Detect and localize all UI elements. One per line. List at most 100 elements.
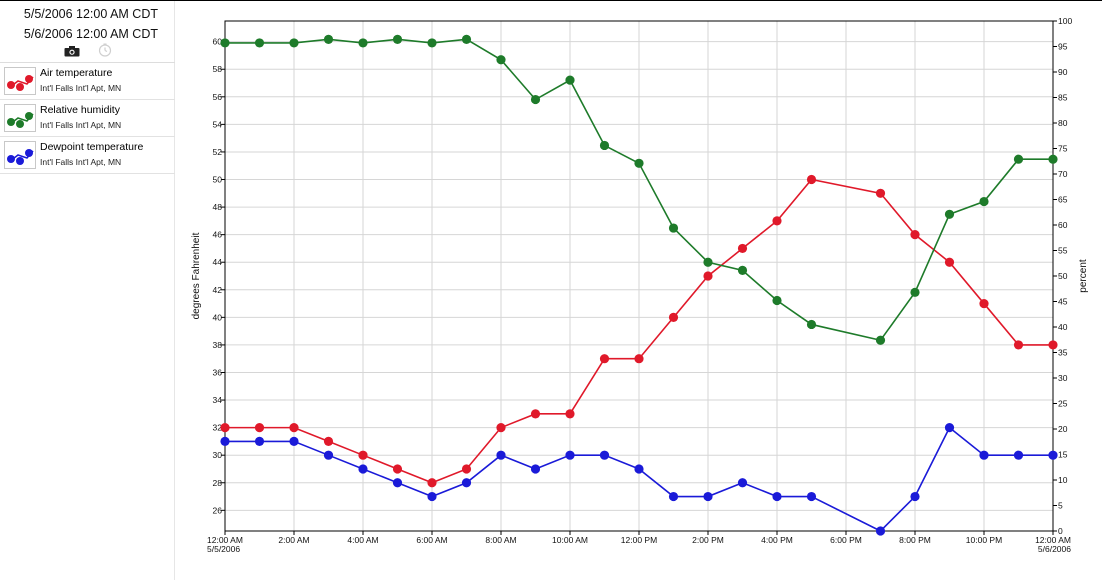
data-point[interactable] — [599, 354, 610, 364]
data-point[interactable] — [806, 174, 817, 185]
data-point[interactable] — [254, 423, 265, 433]
data-point[interactable] — [530, 94, 541, 105]
y-tick-label: 38 — [213, 340, 223, 350]
data-point[interactable] — [979, 196, 989, 207]
data-point[interactable] — [289, 436, 299, 447]
data-point[interactable] — [289, 38, 299, 48]
data-point[interactable] — [1013, 450, 1024, 460]
data-point[interactable] — [910, 230, 920, 240]
legend-item-dewpoint-temperature[interactable]: Dewpoint temperature Int'l Falls Int'l A… — [0, 137, 175, 174]
y2-tick-label: 65 — [1058, 195, 1068, 205]
data-point[interactable] — [772, 216, 782, 226]
y2-tick-label: 15 — [1058, 450, 1068, 460]
data-point[interactable] — [1048, 450, 1058, 460]
data-point[interactable] — [565, 450, 575, 460]
data-point[interactable] — [772, 491, 782, 502]
data-point[interactable] — [1013, 154, 1024, 164]
data-point[interactable] — [496, 55, 506, 65]
data-point[interactable] — [565, 75, 575, 85]
data-point[interactable] — [427, 478, 437, 488]
data-point[interactable] — [220, 423, 230, 433]
data-point[interactable] — [668, 491, 679, 502]
data-point[interactable] — [220, 436, 230, 447]
data-point[interactable] — [979, 298, 989, 309]
data-point[interactable] — [358, 38, 368, 48]
data-point[interactable] — [392, 478, 403, 488]
data-point[interactable] — [461, 478, 472, 488]
legend-label: Air temperature — [40, 67, 113, 79]
data-point[interactable] — [358, 464, 368, 474]
x-tick-label: 5/6/2006 — [1038, 544, 1071, 554]
data-point[interactable] — [254, 38, 265, 48]
clock-icon[interactable] — [98, 43, 112, 62]
data-point[interactable] — [875, 526, 886, 536]
data-point[interactable] — [944, 209, 955, 219]
data-point[interactable] — [565, 409, 575, 419]
data-point[interactable] — [1013, 340, 1024, 350]
data-point[interactable] — [875, 335, 886, 345]
y-tick-label: 42 — [213, 285, 223, 295]
data-point[interactable] — [530, 464, 541, 474]
data-point[interactable] — [599, 450, 610, 460]
data-point[interactable] — [1048, 340, 1058, 350]
grid — [224, 21, 1054, 531]
data-point[interactable] — [289, 423, 299, 433]
camera-icon[interactable] — [64, 44, 80, 62]
legend: Air temperature Int'l Falls Int'l Apt, M… — [0, 62, 175, 174]
legend-label: Relative humidity — [40, 104, 120, 116]
data-point[interactable] — [427, 491, 437, 502]
y-axis-title: degrees Fahrenheit — [191, 232, 202, 319]
data-point[interactable] — [703, 271, 713, 281]
data-point[interactable] — [392, 34, 403, 44]
x-tick-label: 10:00 PM — [966, 535, 1002, 545]
x-tick-label: 4:00 AM — [347, 535, 378, 545]
data-point[interactable] — [737, 478, 748, 488]
y-tick-label: 46 — [213, 230, 223, 240]
data-point[interactable] — [323, 436, 334, 447]
y2-tick-label: 80 — [1058, 118, 1068, 128]
data-point[interactable] — [323, 450, 334, 460]
data-point[interactable] — [875, 188, 886, 198]
data-point[interactable] — [668, 223, 679, 233]
data-point[interactable] — [634, 354, 644, 364]
y2-tick-label: 20 — [1058, 424, 1068, 434]
series — [220, 34, 1058, 536]
data-point[interactable] — [703, 491, 713, 502]
y-tick-label: 28 — [213, 478, 223, 488]
data-point[interactable] — [703, 257, 713, 267]
data-point[interactable] — [944, 423, 955, 433]
data-point[interactable] — [323, 34, 334, 44]
x-tick-label: 2:00 AM — [278, 535, 309, 545]
y2-axis-title: percent — [1078, 259, 1089, 293]
data-point[interactable] — [496, 450, 506, 460]
data-point[interactable] — [772, 295, 782, 306]
data-point[interactable] — [496, 423, 506, 433]
y2-tick-label: 10 — [1058, 475, 1068, 485]
data-point[interactable] — [1048, 154, 1058, 164]
data-point[interactable] — [392, 464, 403, 474]
data-point[interactable] — [461, 34, 472, 44]
toolbar — [64, 43, 126, 57]
data-point[interactable] — [358, 450, 368, 460]
data-point[interactable] — [668, 312, 679, 322]
data-point[interactable] — [634, 158, 644, 168]
data-point[interactable] — [634, 464, 644, 474]
data-point[interactable] — [737, 265, 748, 275]
data-point[interactable] — [806, 491, 817, 502]
data-point[interactable] — [944, 257, 955, 267]
data-point[interactable] — [254, 436, 265, 447]
legend-item-air-temperature[interactable]: Air temperature Int'l Falls Int'l Apt, M… — [0, 63, 175, 100]
y-tick-label: 56 — [213, 92, 223, 102]
y-tick-label: 44 — [213, 257, 223, 267]
legend-item-relative-humidity[interactable]: Relative humidity Int'l Falls Int'l Apt,… — [0, 100, 175, 137]
data-point[interactable] — [979, 450, 989, 460]
data-point[interactable] — [599, 140, 610, 151]
data-point[interactable] — [427, 38, 437, 48]
data-point[interactable] — [806, 319, 817, 330]
data-point[interactable] — [530, 409, 541, 419]
data-point[interactable] — [461, 464, 472, 474]
data-point[interactable] — [220, 38, 230, 48]
data-point[interactable] — [910, 287, 920, 297]
data-point[interactable] — [910, 491, 920, 502]
data-point[interactable] — [737, 243, 748, 254]
